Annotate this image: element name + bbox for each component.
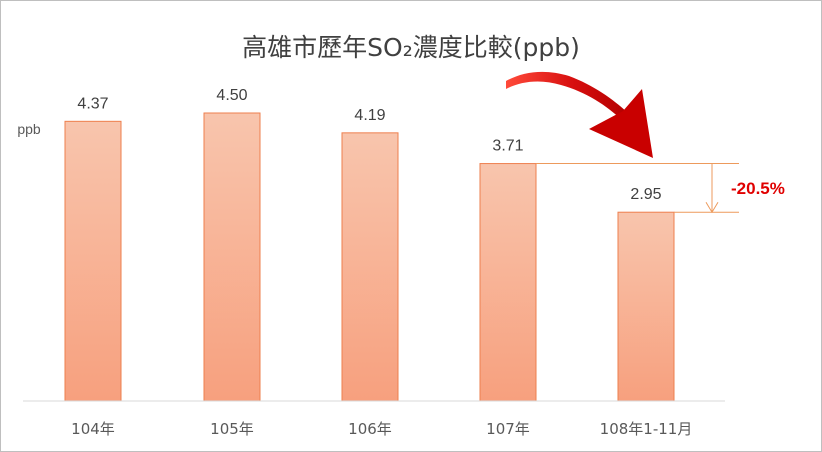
red-arrow-head xyxy=(589,89,653,158)
chart-title: 高雄市歷年SO₂濃度比較(ppb) xyxy=(242,33,580,62)
change-annotation: -20.5% xyxy=(536,163,785,214)
x-tick-label: 107年 xyxy=(486,420,530,438)
bar xyxy=(617,211,675,402)
bar xyxy=(64,120,122,402)
x-tick-label: 104年 xyxy=(71,420,115,438)
bar-value-label: 4.50 xyxy=(216,87,247,104)
decorative-red-arrow xyxy=(506,71,653,158)
y-axis-label: ppb xyxy=(17,121,41,137)
bar-value-label: 3.71 xyxy=(492,138,523,155)
red-arrow-body xyxy=(506,71,628,121)
bars-group xyxy=(64,112,675,402)
value-labels-group: 4.37 4.50 4.19 3.71 2.95 xyxy=(77,87,661,203)
change-percent-label: -20.5% xyxy=(731,179,785,198)
x-tick-label: 105年 xyxy=(210,420,254,438)
annotation-arrow-head xyxy=(705,201,719,214)
x-tick-labels-group: 104年 105年 106年 107年 108年1-11月 xyxy=(71,420,692,438)
bar-value-label: 4.19 xyxy=(354,107,385,124)
bar xyxy=(203,112,261,402)
bar xyxy=(341,132,399,402)
x-tick-label: 106年 xyxy=(348,420,392,438)
x-tick-label: 108年1-11月 xyxy=(600,420,693,438)
bar xyxy=(479,163,537,402)
bar-value-label: 2.95 xyxy=(630,186,661,203)
bar-value-label: 4.37 xyxy=(77,95,108,112)
